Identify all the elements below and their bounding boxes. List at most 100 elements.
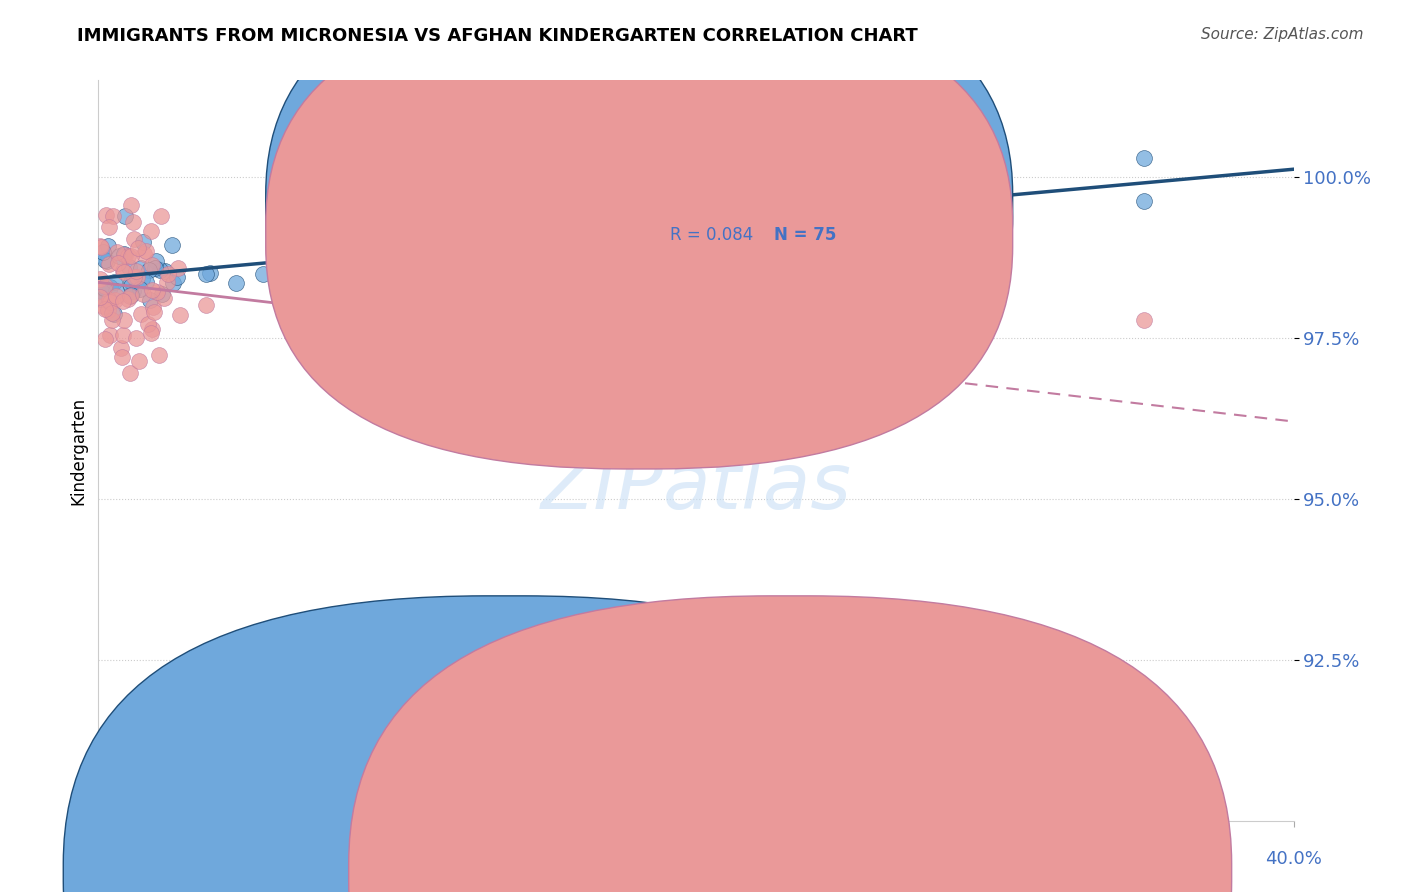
Point xyxy=(252,267,274,281)
Point xyxy=(93,332,115,346)
Point xyxy=(120,198,142,212)
Point xyxy=(122,232,145,246)
Text: R = 0.365: R = 0.365 xyxy=(669,196,754,214)
Point xyxy=(143,260,166,275)
Point xyxy=(122,284,145,298)
Point xyxy=(129,307,152,321)
Point xyxy=(141,326,163,340)
Point xyxy=(141,258,163,272)
Point xyxy=(112,264,135,278)
Point xyxy=(141,224,163,238)
Point xyxy=(112,293,135,308)
Text: ZIPatlas: ZIPatlas xyxy=(540,450,852,525)
Point xyxy=(94,208,117,222)
Point xyxy=(131,286,153,301)
Point xyxy=(118,260,141,274)
Point xyxy=(141,283,163,297)
Point xyxy=(225,276,247,290)
Point xyxy=(96,254,118,268)
Point xyxy=(104,285,127,299)
Point xyxy=(97,302,120,317)
Text: IMMIGRANTS FROM MICRONESIA VS AFGHAN KINDERGARTEN CORRELATION CHART: IMMIGRANTS FROM MICRONESIA VS AFGHAN KIN… xyxy=(77,27,918,45)
Point xyxy=(128,354,150,368)
Point xyxy=(108,249,131,263)
Point xyxy=(112,327,135,342)
Point xyxy=(138,263,160,277)
Point xyxy=(89,271,111,285)
Point xyxy=(105,289,128,303)
Point xyxy=(131,272,153,286)
Point xyxy=(446,251,468,265)
Point xyxy=(110,341,132,355)
Point xyxy=(122,269,145,284)
Point xyxy=(122,215,145,229)
Point xyxy=(150,210,173,224)
Point xyxy=(121,287,143,301)
Point xyxy=(146,285,169,300)
Point xyxy=(135,244,157,258)
Point xyxy=(984,762,1007,776)
Point xyxy=(139,293,162,307)
Point xyxy=(169,309,191,323)
Point xyxy=(120,279,142,293)
Point xyxy=(103,307,125,321)
Point xyxy=(120,276,142,290)
Point xyxy=(89,289,111,303)
Point xyxy=(834,330,856,344)
Point xyxy=(132,235,155,250)
Point xyxy=(98,219,121,234)
FancyBboxPatch shape xyxy=(266,1,1012,469)
Point xyxy=(924,227,946,242)
Point xyxy=(626,213,648,227)
Point xyxy=(105,245,128,260)
Point xyxy=(311,279,333,293)
Point xyxy=(162,276,184,290)
Point xyxy=(1133,194,1156,209)
Point xyxy=(1133,151,1156,165)
Point xyxy=(97,293,120,307)
Point xyxy=(117,249,139,263)
Point xyxy=(98,294,121,309)
Point xyxy=(111,351,134,365)
Point xyxy=(125,264,148,278)
Point xyxy=(132,246,155,260)
Point xyxy=(1133,313,1156,327)
Point xyxy=(114,209,136,223)
Point xyxy=(153,264,176,278)
Point xyxy=(267,235,290,249)
Point xyxy=(94,279,117,293)
Point xyxy=(98,328,121,343)
Point xyxy=(120,249,142,263)
Point xyxy=(153,291,176,305)
Point xyxy=(685,226,707,240)
FancyBboxPatch shape xyxy=(266,0,1012,440)
Point xyxy=(101,209,124,223)
Point xyxy=(148,348,170,362)
Point xyxy=(194,298,217,312)
Point xyxy=(103,275,125,289)
Point xyxy=(89,239,111,253)
Text: Afghans: Afghans xyxy=(808,861,876,879)
Text: N = 75: N = 75 xyxy=(773,226,837,244)
Point xyxy=(385,273,409,287)
Point xyxy=(90,240,112,254)
Point xyxy=(152,286,174,301)
Point xyxy=(356,378,378,392)
Point xyxy=(155,275,177,289)
Point xyxy=(160,238,183,252)
Point xyxy=(90,284,112,298)
Point xyxy=(107,256,129,270)
Point xyxy=(136,317,159,331)
Point xyxy=(111,263,134,277)
Point xyxy=(114,248,136,262)
Point xyxy=(91,281,114,295)
Point xyxy=(93,281,115,295)
Point xyxy=(194,267,217,281)
Point xyxy=(128,282,150,296)
Text: 40.0%: 40.0% xyxy=(1265,850,1322,868)
Point xyxy=(142,300,165,314)
Point xyxy=(134,275,156,289)
Point xyxy=(141,322,163,336)
Point xyxy=(90,293,112,307)
Point xyxy=(93,301,115,316)
